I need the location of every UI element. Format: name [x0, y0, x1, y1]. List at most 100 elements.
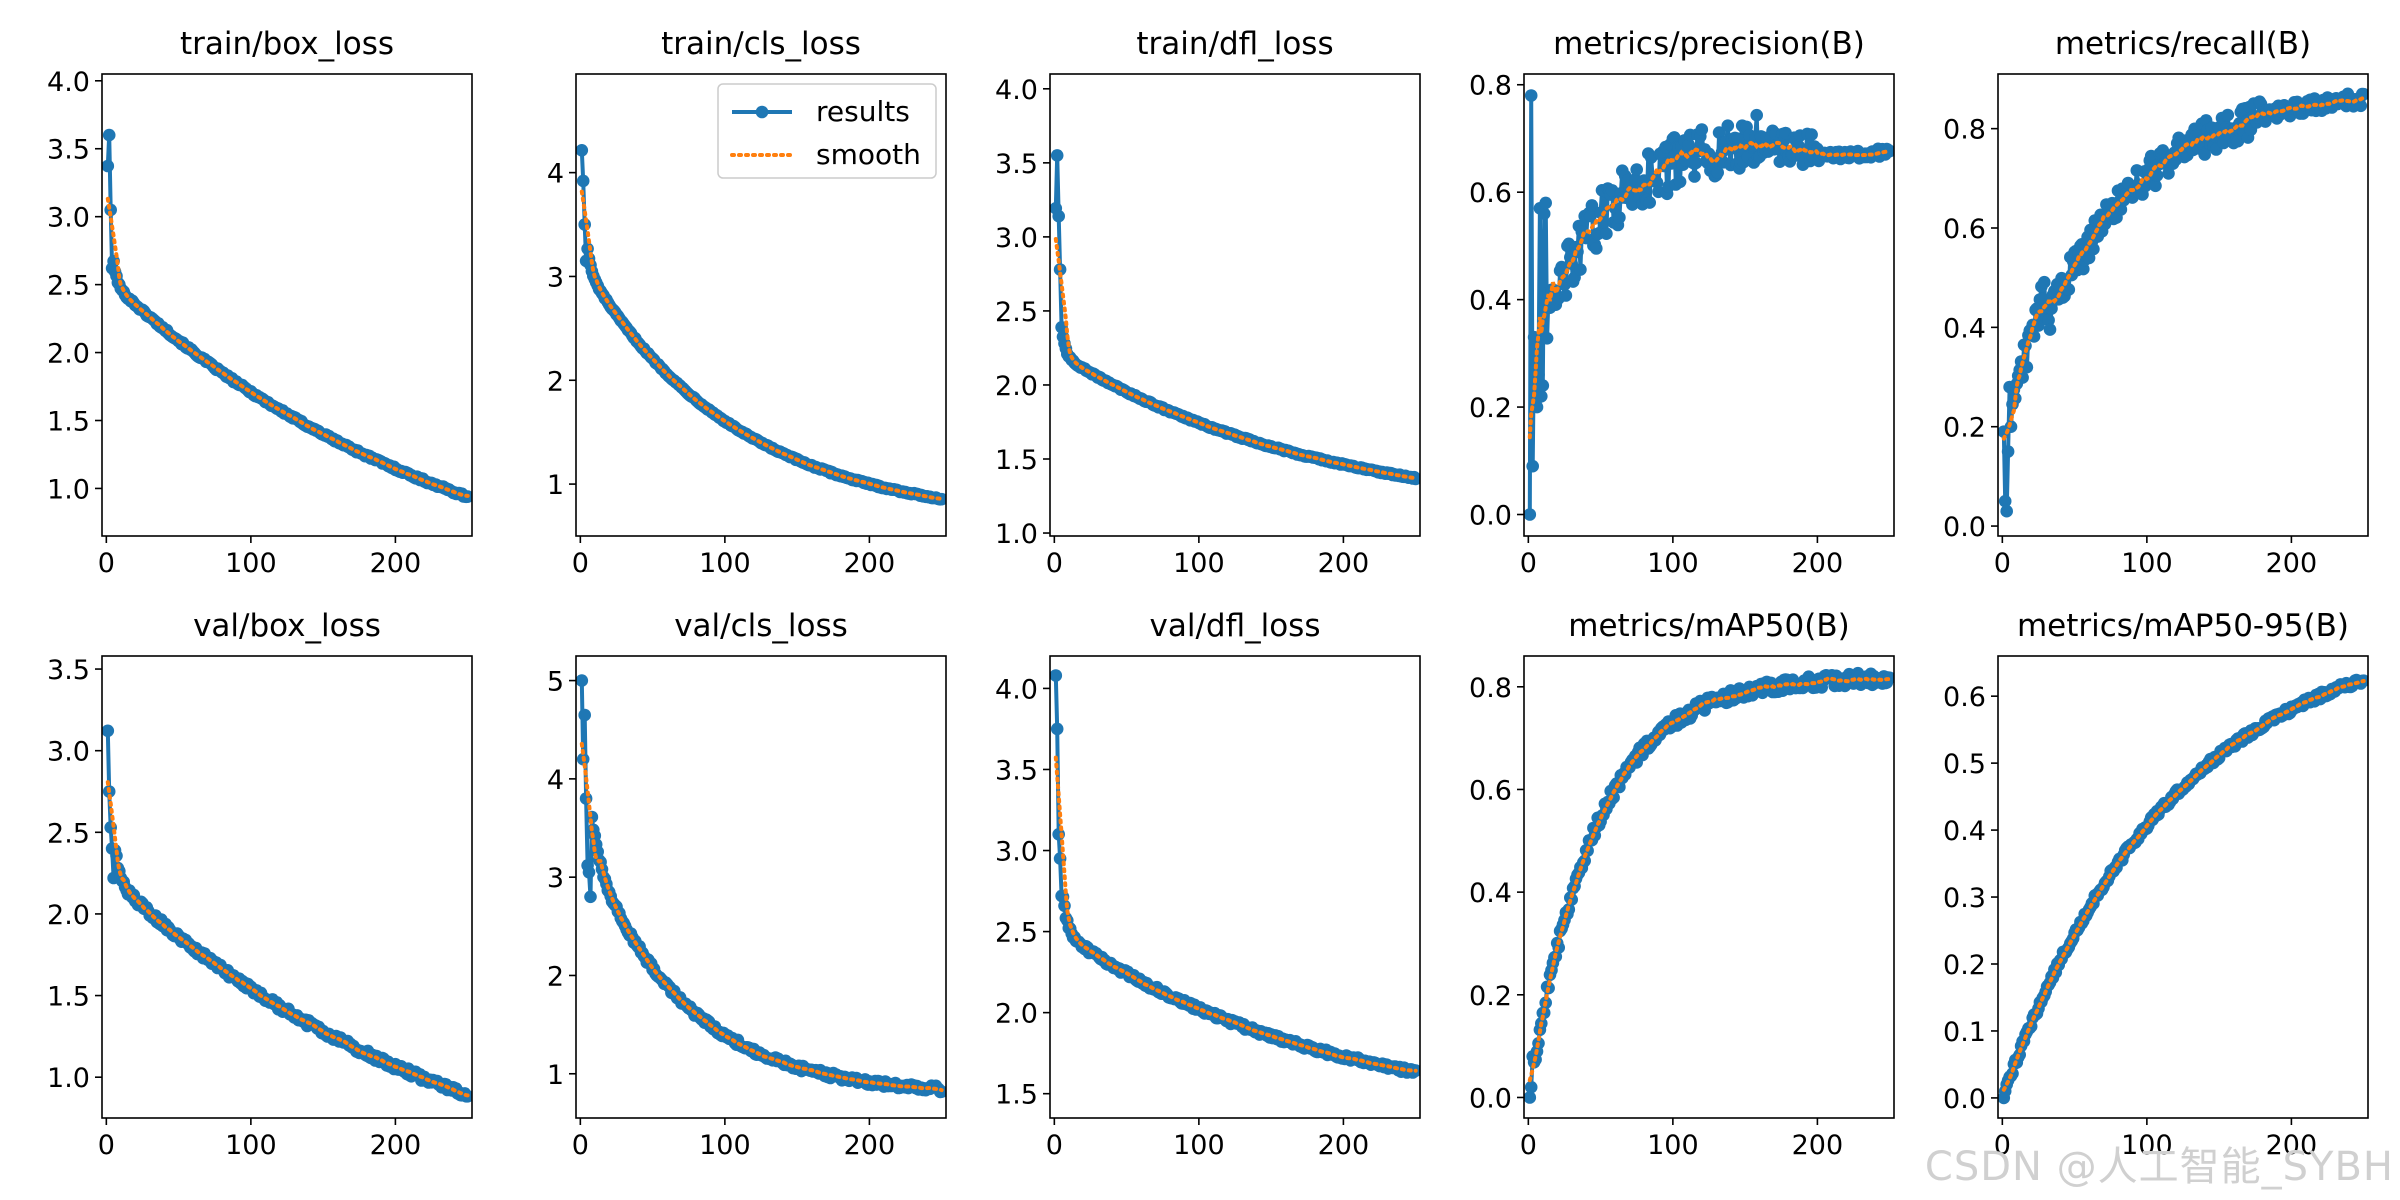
results-line: [1527, 671, 1891, 1098]
smooth-line: [579, 741, 944, 1093]
axes-frame: [575, 655, 947, 1119]
results-markers: [102, 724, 472, 1103]
y-tick-label: 0.1: [1943, 1017, 1986, 1048]
panel-title: val/cls_loss: [674, 608, 848, 644]
y-tick-label: 0.2: [1469, 981, 1512, 1012]
y-tick-label: 1.0: [47, 1063, 90, 1094]
data-point: [2221, 108, 2235, 122]
y-tick-label: 1.0: [47, 474, 90, 505]
y-tick-label: 2.0: [47, 900, 90, 931]
smooth-line: [2001, 679, 2366, 1092]
axes-frame: [1997, 655, 2369, 1119]
y-tick-label: 1.5: [47, 982, 90, 1013]
x-tick-label: 0: [1994, 548, 2011, 579]
data-point: [1600, 227, 1613, 240]
data-point: [1536, 379, 1550, 392]
results-markers: [1524, 89, 1894, 521]
axes-frame: [1523, 73, 1895, 537]
panel-title: metrics/mAP50(B): [1568, 608, 1849, 644]
plot-area: [1524, 89, 1894, 521]
y-tick-label: 0.2: [1943, 950, 1986, 981]
panel-val-cls-loss: val/cls_loss 0 100 200 1 2 3 4 5: [547, 608, 947, 1161]
plot-area: [102, 724, 472, 1103]
y-tick-label: 1: [547, 1060, 564, 1091]
data-point: [2043, 323, 2057, 336]
panel-title: train/box_loss: [180, 26, 394, 62]
y-tick-label: 0.0: [1943, 512, 1986, 543]
x-tick-label: 100: [1173, 1130, 1225, 1161]
axes-frame: [1049, 655, 1421, 1119]
x-tick-label: 200: [844, 1130, 896, 1161]
data-point: [584, 890, 597, 904]
x-tick-label: 0: [1520, 1130, 1537, 1161]
x-tick-label: 0: [572, 1130, 589, 1161]
data-point: [1630, 163, 1643, 176]
x-tick-label: 0: [572, 548, 589, 579]
data-point: [1607, 791, 1620, 804]
panel-metrics-recall-b: metrics/recall(B) 0 100 200 0.0 0.2 0.4 0.6 0.8: [1943, 26, 2369, 579]
y-tick-label: 3.0: [995, 223, 1038, 254]
x-tick-label: 100: [225, 548, 277, 579]
data-point: [1689, 156, 1703, 170]
y-tick-label: 3: [547, 262, 564, 293]
data-point: [2027, 330, 2041, 343]
data-point: [102, 724, 115, 738]
panel-title: metrics/recall(B): [2055, 26, 2311, 62]
data-point: [1688, 170, 1701, 183]
y-tick-label: 4: [547, 765, 564, 796]
x-tick-label: 100: [1647, 1130, 1699, 1161]
y-tick-label: 3.0: [995, 837, 1038, 868]
results-markers: [1050, 149, 1420, 486]
smooth-line: [1527, 139, 1892, 440]
data-point: [1050, 669, 1063, 682]
y-tick-label: 0.0: [1943, 1084, 1986, 1115]
data-point: [1584, 209, 1597, 223]
y-tick-label: 3.0: [47, 203, 90, 234]
data-point: [110, 849, 123, 863]
legend-results-label: results: [816, 95, 910, 128]
x-tick-label: 100: [225, 1130, 277, 1161]
x-tick-label: 200: [1792, 548, 1844, 579]
plot-area: [1998, 673, 2368, 1105]
data-point: [1721, 119, 1735, 132]
results-markers: [576, 674, 946, 1099]
x-tick-label: 100: [699, 548, 751, 579]
y-tick-label: 0.0: [1469, 501, 1512, 532]
x-tick-label: 100: [2121, 1130, 2173, 1161]
data-point: [2198, 148, 2211, 161]
data-point: [1712, 126, 1726, 139]
y-tick-label: 0.2: [1469, 393, 1512, 424]
data-point: [1883, 144, 1894, 158]
data-point: [1613, 211, 1626, 224]
data-point: [1998, 494, 2012, 508]
data-point: [2149, 179, 2162, 193]
y-tick-label: 2.5: [47, 818, 90, 849]
data-point: [1535, 390, 1548, 403]
panel-title: metrics/mAP50-95(B): [2017, 608, 2349, 644]
panel-train-dfl-loss: train/dfl_loss 0 100 200 1.0 1.5 2.0 2.5 3.0 3.5 4…: [995, 26, 1421, 579]
data-point: [1539, 196, 1552, 210]
data-point: [1052, 209, 1065, 223]
x-tick-label: 0: [1520, 548, 1537, 579]
x-tick-label: 200: [2266, 1130, 2318, 1161]
data-point: [1711, 166, 1724, 179]
smooth-line: [579, 189, 944, 501]
plot-area: [1050, 669, 1420, 1079]
legend: results smooth: [717, 83, 937, 179]
panel-title: train/cls_loss: [661, 26, 861, 62]
panel-metrics-map50-95-b: metrics/mAP50-95(B) 0 100 200 0.0 0.1 0.2 0.3 0.…: [1943, 608, 2369, 1161]
panel-title: metrics/precision(B): [1553, 26, 1865, 62]
plot-area: [1050, 149, 1420, 486]
data-point: [2162, 167, 2175, 180]
smooth-line: [2001, 95, 2366, 441]
y-tick-label: 0.8: [1943, 115, 1986, 146]
data-point: [1050, 149, 1064, 162]
data-point: [578, 708, 591, 722]
axes-frame: [1049, 73, 1421, 537]
data-point: [1559, 289, 1573, 302]
y-tick-label: 2.5: [995, 918, 1038, 949]
y-tick-label: 0.4: [1469, 286, 1512, 317]
results-markers: [1050, 669, 1420, 1079]
x-tick-label: 100: [2121, 548, 2173, 579]
data-point: [1050, 722, 1064, 736]
